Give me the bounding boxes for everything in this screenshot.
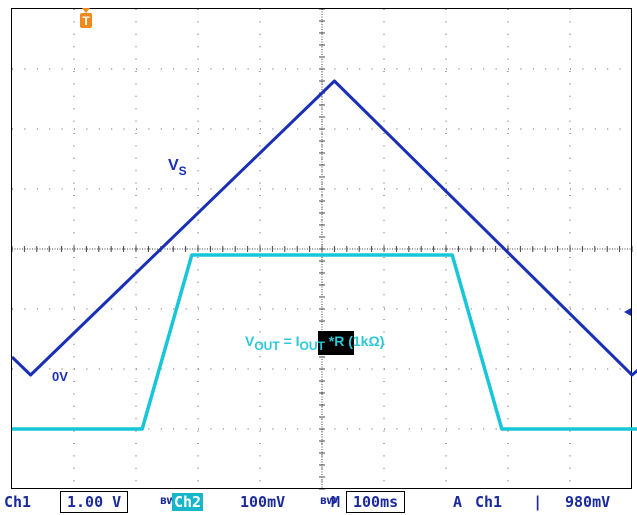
traces	[10, 79, 637, 431]
trigger-letter: T	[82, 14, 90, 28]
ch1-level-arrow-icon	[624, 308, 631, 316]
ch2-label[interactable]: Ch2	[172, 493, 204, 511]
m-label: M	[331, 493, 341, 511]
vout-formula: VOUT = IOUT *R (1kΩ)	[245, 331, 384, 355]
graticule-border	[11, 8, 632, 489]
graticule-grid	[11, 8, 633, 490]
zero-volt-label: 0V	[52, 369, 68, 384]
ch2-scale: 100mV	[240, 493, 286, 511]
ch1-scale-box[interactable]: 1.00 V	[60, 491, 129, 513]
trace-vout	[12, 253, 637, 431]
trigger-level: 980mV	[565, 493, 611, 511]
svg-text:VOUT = IOUT *R (1kΩ): VOUT = IOUT *R (1kΩ)	[245, 333, 384, 353]
ch1-label: Ch1	[4, 493, 32, 511]
ch2-bandwidth-icon: BW	[160, 497, 177, 507]
vs-label: VS	[168, 157, 187, 178]
bandwidth-icon: BW	[320, 497, 337, 507]
status-bar: Ch1 1.00 V BW Ch2 100mV BW M 100ms A Ch1…	[0, 490, 637, 515]
trace-vs	[10, 79, 637, 377]
a-label: A	[453, 493, 463, 511]
timebase-box[interactable]: 100ms	[346, 491, 406, 513]
trigger-marker-icon: T	[80, 8, 92, 28]
trigger-channel: Ch1	[475, 493, 503, 511]
rising-edge-icon: ∣	[533, 493, 543, 511]
